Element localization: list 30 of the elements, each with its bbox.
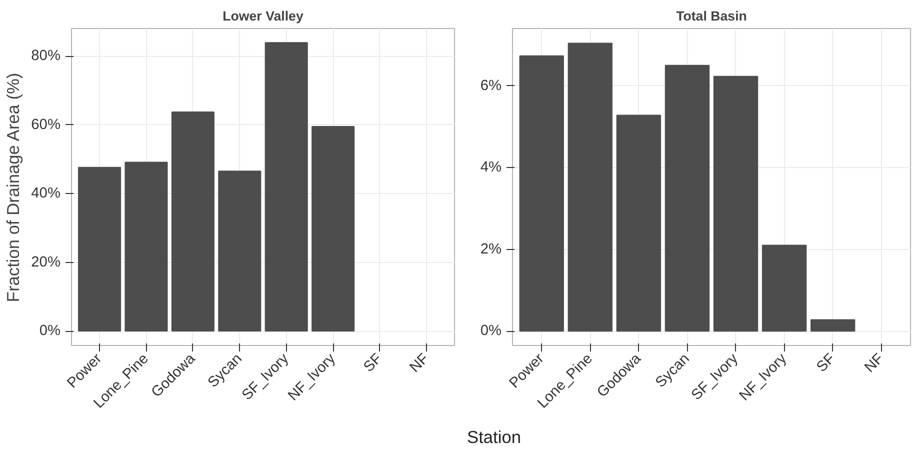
bar <box>810 319 856 332</box>
bar <box>762 244 807 332</box>
bar <box>171 112 214 332</box>
bar <box>616 114 662 332</box>
bar <box>312 126 355 332</box>
bar <box>519 55 564 332</box>
chart-title: Total Basin <box>676 8 747 24</box>
x-tick-label: SF <box>360 350 386 376</box>
y-tick-label: 2% <box>480 241 502 258</box>
x-tick-label: NF <box>862 350 888 376</box>
y-tick-label: 80% <box>31 48 61 64</box>
chart-title: Lower Valley <box>222 8 304 24</box>
y-tick-label: 0% <box>480 323 502 340</box>
bar <box>664 64 710 332</box>
bar <box>124 162 168 332</box>
y-tick-label: 20% <box>31 254 61 270</box>
bar <box>78 166 122 332</box>
x-axis-title: Station <box>467 426 521 449</box>
y-tick-label: 40% <box>31 186 61 202</box>
bar <box>713 76 758 332</box>
y-tick-label: 4% <box>480 160 502 176</box>
x-tick-label: SF <box>814 350 839 376</box>
bar <box>264 42 308 332</box>
x-tick-label: NF <box>407 350 432 376</box>
y-tick-label: 0% <box>39 323 61 340</box>
y-tick-label: 60% <box>31 116 61 133</box>
bar <box>568 42 612 332</box>
y-axis-title: Fraction of Drainage Area (%) <box>3 72 24 302</box>
bar <box>218 170 262 332</box>
y-tick-label: 6% <box>480 78 502 94</box>
